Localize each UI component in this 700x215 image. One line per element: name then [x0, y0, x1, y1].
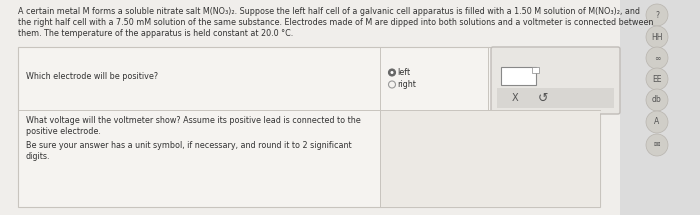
Circle shape — [646, 26, 668, 48]
Text: the right half cell with a 7.50 mM solution of the same substance. Electrodes ma: the right half cell with a 7.50 mM solut… — [18, 18, 653, 27]
Bar — [380, 110, 600, 207]
Text: db: db — [652, 95, 662, 104]
Text: A certain metal M forms a soluble nitrate salt M(NO₃)₂. Suppose the left half ce: A certain metal M forms a soluble nitrat… — [18, 7, 640, 16]
Text: them. The temperature of the apparatus is held constant at 20.0 °C.: them. The temperature of the apparatus i… — [18, 29, 293, 38]
Bar — [630, 0, 700, 215]
Text: ?: ? — [655, 11, 659, 20]
Text: positive electrode.: positive electrode. — [26, 127, 101, 136]
Bar — [18, 47, 600, 207]
Text: Which electrode will be positive?: Which electrode will be positive? — [26, 72, 158, 81]
Circle shape — [646, 47, 668, 69]
Circle shape — [389, 69, 396, 76]
Bar — [532, 66, 539, 72]
Bar — [388, 145, 406, 187]
Text: ✉: ✉ — [654, 140, 660, 149]
FancyBboxPatch shape — [0, 0, 620, 215]
Text: Be sure your answer has a unit symbol, if necessary, and round it to 2 significa: Be sure your answer has a unit symbol, i… — [26, 141, 351, 150]
Text: ∞: ∞ — [654, 54, 660, 63]
Text: X: X — [512, 93, 518, 103]
Text: left: left — [397, 68, 410, 77]
Text: digits.: digits. — [26, 152, 50, 161]
Circle shape — [646, 89, 668, 111]
Circle shape — [646, 134, 668, 156]
Bar — [497, 88, 614, 108]
Text: What voltage will the voltmeter show? Assume its positive lead is connected to t: What voltage will the voltmeter show? As… — [26, 116, 360, 125]
Circle shape — [391, 71, 393, 74]
Text: HH: HH — [651, 32, 663, 41]
Circle shape — [646, 111, 668, 133]
Circle shape — [646, 68, 668, 90]
Text: ↺: ↺ — [538, 92, 548, 104]
Bar — [501, 66, 536, 84]
Circle shape — [646, 4, 668, 26]
FancyBboxPatch shape — [491, 47, 620, 114]
Text: right: right — [397, 80, 416, 89]
Text: A: A — [654, 118, 659, 126]
Text: EE: EE — [652, 75, 662, 83]
